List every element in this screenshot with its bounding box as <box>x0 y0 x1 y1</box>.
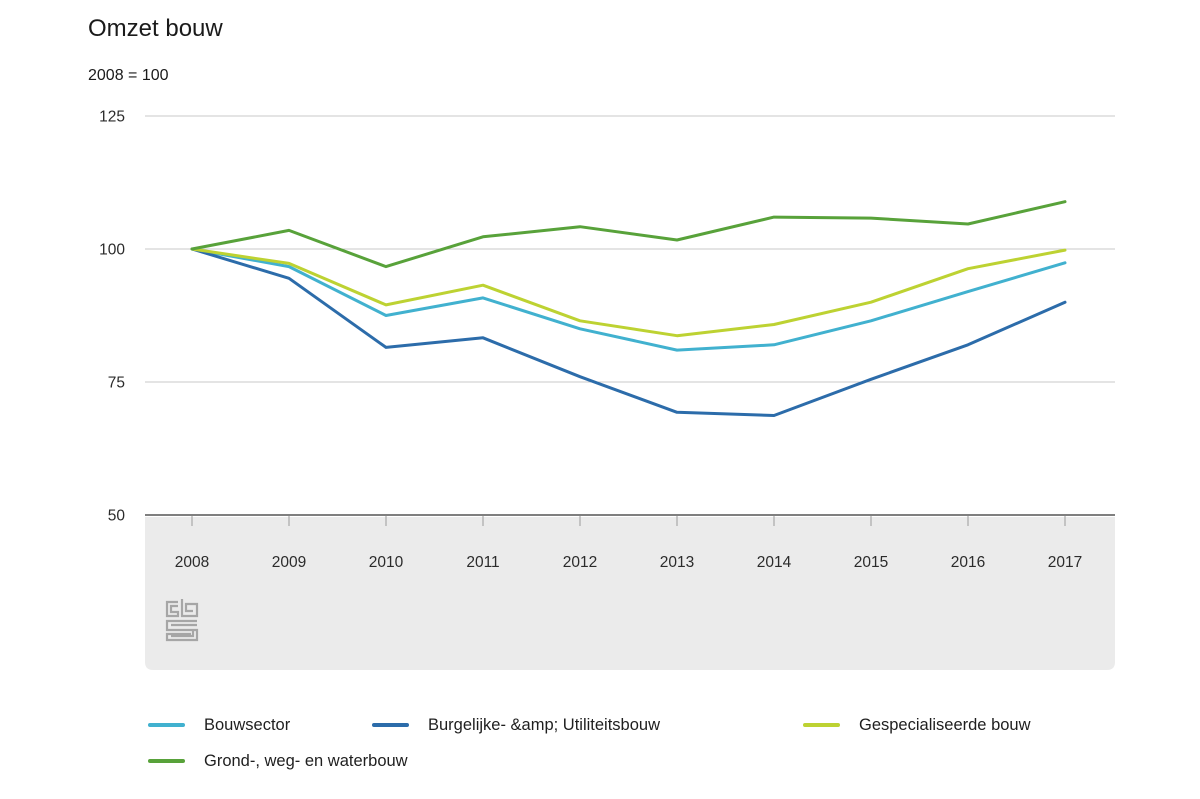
x-tick-label: 2013 <box>660 554 694 571</box>
x-tick-label: 2008 <box>175 554 209 571</box>
x-tick-label: 2016 <box>951 554 985 571</box>
y-tick-label: 125 <box>99 109 125 126</box>
legend-label: Burgelijke- &amp; Utiliteitsbouw <box>428 715 661 734</box>
x-tick-label: 2011 <box>466 554 499 571</box>
y-tick-label: 75 <box>108 375 125 392</box>
x-tick-label: 2012 <box>563 554 597 571</box>
y-tick-label: 50 <box>108 508 126 525</box>
legend-label: Grond-, weg- en waterbouw <box>204 751 408 770</box>
chart-subtitle: 2008 = 100 <box>88 67 169 84</box>
x-tick-label: 2014 <box>757 554 792 571</box>
legend-swatch-bouwsector <box>148 723 185 727</box>
x-tick-label: 2017 <box>1048 554 1082 571</box>
legend-swatch-grond-weg-waterbouw <box>148 759 185 763</box>
series-line-grond-weg-en-waterbouw <box>190 200 1067 269</box>
legend-swatch-burgelijke-utiliteitsbouw <box>372 723 409 727</box>
x-tick-label: 2009 <box>272 554 306 571</box>
cbs-logo-icon <box>165 599 199 642</box>
series-line-gespecialiseerde-bouw <box>190 247 1067 338</box>
series-line-bouwsector <box>190 247 1067 352</box>
legend-item-grond-weg-waterbouw[interactable]: Grond-, weg- en waterbouw <box>148 750 408 772</box>
legend-item-burgelijke-utiliteitsbouw[interactable]: Burgelijke- &amp; Utiliteitsbouw <box>372 714 660 736</box>
legend-label: Gespecialiseerde bouw <box>859 715 1031 734</box>
legend-item-bouwsector[interactable]: Bouwsector <box>148 714 290 736</box>
x-axis-band <box>145 517 1115 670</box>
x-tick-label: 2010 <box>369 554 404 571</box>
line-chart-plot-area: 50 75 100 125 2008 2009 2010 2011 2012 2013 2014 20… <box>99 109 1115 670</box>
series-line-burgelijke-amp-utiliteitsbouw <box>190 247 1067 417</box>
legend-label: Bouwsector <box>204 715 291 734</box>
legend-swatch-gespecialiseerde-bouw <box>803 723 840 727</box>
y-tick-label: 100 <box>99 242 125 259</box>
chart-title: Omzet bouw <box>88 15 223 42</box>
x-tick-label: 2015 <box>854 554 888 571</box>
legend-item-gespecialiseerde-bouw[interactable]: Gespecialiseerde bouw <box>803 714 1031 736</box>
